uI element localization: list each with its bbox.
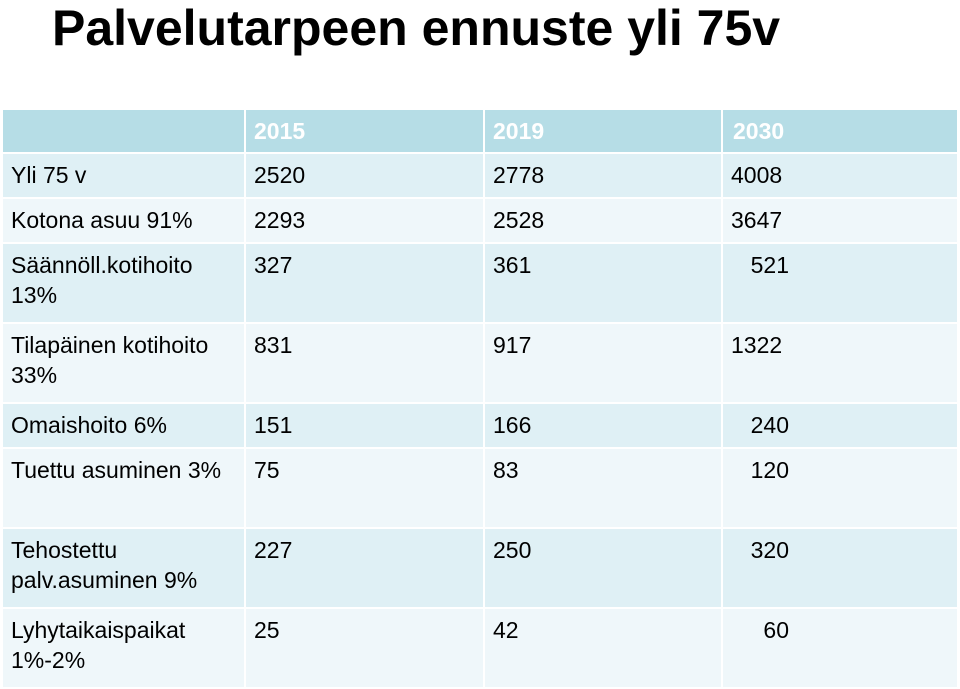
cell-value: 25: [246, 609, 485, 689]
cell-value: 250: [485, 529, 723, 609]
cell-value: 75: [246, 449, 485, 529]
table-row: Kotona asuu 91% 2293 2528 3647: [3, 199, 957, 244]
table-row: Yli 75 v 2520 2778 4008: [3, 154, 957, 199]
cell-value: 151: [246, 404, 485, 449]
row-label: Omaishoito 6%: [3, 404, 246, 449]
cell-value: 240: [723, 404, 957, 449]
cell-value: 3647: [723, 199, 957, 244]
cell-value: 361: [485, 244, 723, 324]
row-label: Tuettu asuminen 3%: [3, 449, 246, 529]
header-year-2030: 2030: [723, 110, 957, 154]
forecast-table: 2015 2019 2030 Yli 75 v 2520 2778 4008 K…: [3, 110, 957, 689]
table-row: Lyhytaikaispaikat 1%-2% 25 42 60: [3, 609, 957, 689]
cell-value: 2778: [485, 154, 723, 199]
row-label: Tehostettu palv.asuminen 9%: [3, 529, 246, 609]
cell-value: 320: [723, 529, 957, 609]
cell-value: 227: [246, 529, 485, 609]
table-row: Säännöll.kotihoito 13% 327 361 521: [3, 244, 957, 324]
header-corner: [3, 110, 246, 154]
page-title: Palvelutarpeen ennuste yli 75v: [52, 0, 781, 56]
table-row: Tehostettu palv.asuminen 9% 227 250 320: [3, 529, 957, 609]
cell-value: 521: [723, 244, 957, 324]
cell-value: 327: [246, 244, 485, 324]
cell-value: 917: [485, 324, 723, 404]
table-header-row: 2015 2019 2030: [3, 110, 957, 154]
cell-value: 120: [723, 449, 957, 529]
cell-value: 4008: [723, 154, 957, 199]
row-label: Lyhytaikaispaikat 1%-2%: [3, 609, 246, 689]
cell-value: 831: [246, 324, 485, 404]
table-row: Tuettu asuminen 3% 75 83 120: [3, 449, 957, 529]
cell-value: 83: [485, 449, 723, 529]
row-label: Kotona asuu 91%: [3, 199, 246, 244]
cell-value: 2520: [246, 154, 485, 199]
cell-value: 2528: [485, 199, 723, 244]
cell-value: 2293: [246, 199, 485, 244]
table-row: Tilapäinen kotihoito 33% 831 917 1322: [3, 324, 957, 404]
table-row: Omaishoito 6% 151 166 240: [3, 404, 957, 449]
row-label: Tilapäinen kotihoito 33%: [3, 324, 246, 404]
cell-value: 166: [485, 404, 723, 449]
header-year-2019: 2019: [485, 110, 723, 154]
cell-value: 1322: [723, 324, 957, 404]
cell-value: 60: [723, 609, 957, 689]
cell-value: 42: [485, 609, 723, 689]
row-label: Yli 75 v: [3, 154, 246, 199]
header-year-2015: 2015: [246, 110, 485, 154]
row-label: Säännöll.kotihoito 13%: [3, 244, 246, 324]
